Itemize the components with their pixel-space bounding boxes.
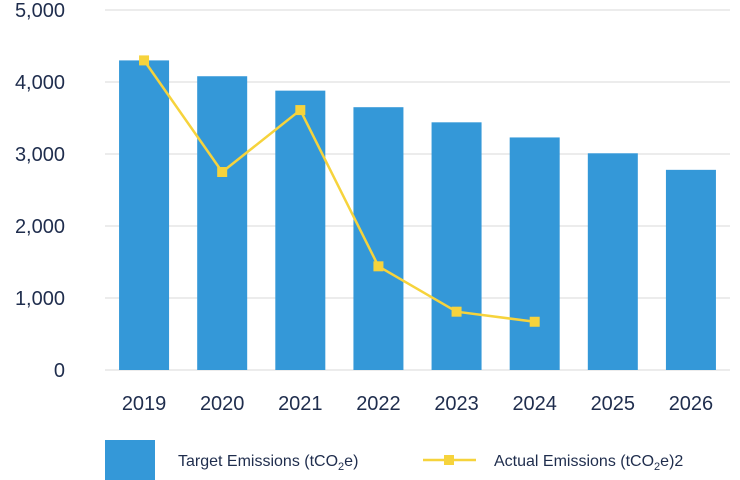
- x-tick-label: 2022: [356, 393, 401, 415]
- actual-emissions-line: [139, 55, 540, 327]
- legend: Target Emissions (tCO2e) Actual Emission…: [105, 440, 683, 480]
- actual-emissions-polyline: [143, 59, 535, 323]
- y-tick-label: 5,000: [15, 0, 65, 22]
- legend-target-swatch: [105, 440, 155, 480]
- actual-point-2019: [139, 55, 150, 66]
- target-emissions-bars: [119, 60, 716, 371]
- x-axis-tick-labels: 2019 2020 2021 2022 2023 2024 2025 2026: [122, 393, 713, 415]
- legend-actual-marker: [444, 455, 454, 465]
- x-tick-label: 2023: [434, 393, 479, 415]
- actual-point-2020: [217, 167, 228, 177]
- actual-point-2024: [529, 316, 540, 327]
- legend-actual-label-post: e)2: [660, 453, 683, 470]
- y-axis-tick-labels: 0 1,000 2,000 3,000 4,000 5,000: [15, 0, 65, 382]
- legend-actual-label: Actual Emissions (tCO2e)2: [494, 453, 683, 473]
- bar-2021: [275, 90, 326, 370]
- bar-2026: [665, 169, 716, 370]
- actual-point-2022: [373, 261, 384, 272]
- y-tick-label: 0: [54, 360, 65, 382]
- y-tick-label: 4,000: [15, 72, 65, 94]
- legend-target-label-sub: 2: [338, 461, 344, 473]
- bar-2023: [431, 122, 482, 370]
- legend-target-label-pre: Target Emissions (tCO: [178, 453, 338, 470]
- legend-actual-label-sub: 2: [654, 461, 660, 473]
- x-tick-label: 2024: [512, 393, 557, 415]
- legend-target-label: Target Emissions (tCO2e): [178, 453, 358, 473]
- y-tick-label: 3,000: [15, 144, 65, 166]
- x-tick-label: 2021: [278, 393, 323, 415]
- y-tick-label: 2,000: [15, 216, 65, 238]
- bar-2019: [119, 60, 170, 371]
- x-tick-label: 2026: [669, 393, 714, 415]
- x-tick-label: 2025: [591, 393, 636, 415]
- actual-point-2023: [451, 306, 462, 317]
- y-tick-label: 1,000: [15, 288, 65, 310]
- legend-target-label-post: e): [344, 453, 358, 470]
- legend-actual-label-pre: Actual Emissions (tCO: [494, 453, 654, 470]
- bar-2024: [509, 137, 560, 370]
- bar-2020: [197, 76, 248, 371]
- x-tick-label: 2020: [200, 393, 245, 415]
- bar-2025: [587, 153, 638, 370]
- actual-point-2021: [295, 105, 306, 116]
- bar-2022: [353, 107, 404, 370]
- x-tick-label: 2019: [122, 393, 167, 415]
